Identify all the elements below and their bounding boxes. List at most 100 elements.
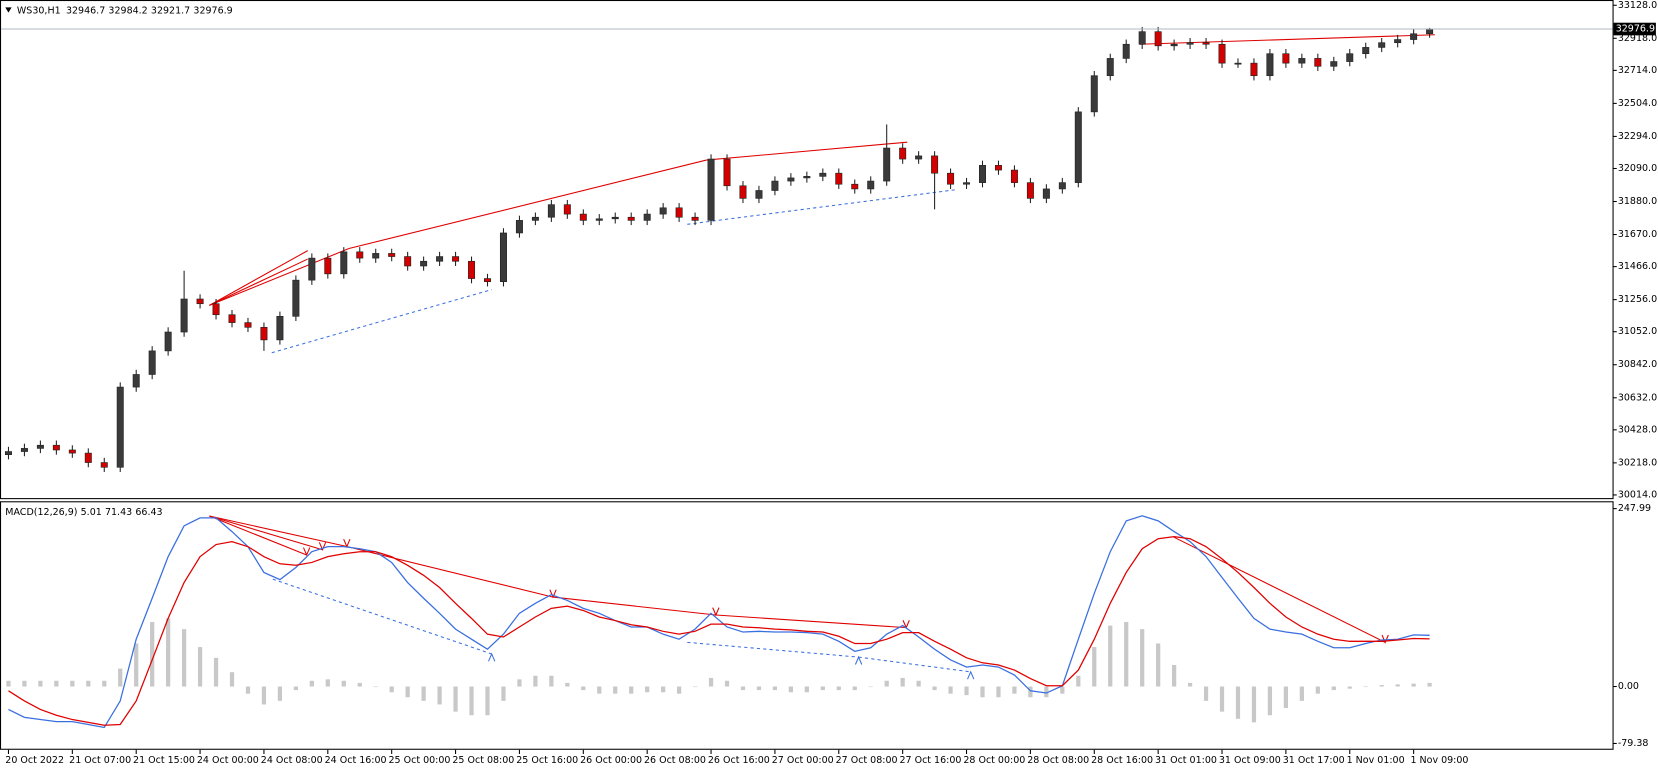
trend-line bbox=[348, 159, 707, 250]
y-tick-label: 31466.0 bbox=[1618, 261, 1657, 272]
x-tick-label: 1 Nov 01:00 bbox=[1347, 755, 1405, 766]
candle-body bbox=[388, 253, 396, 257]
candle-body bbox=[116, 386, 124, 468]
candle-body bbox=[899, 147, 907, 160]
y-tick-label: 247.99 bbox=[1618, 503, 1651, 514]
y-tick-label: 33128.0 bbox=[1618, 0, 1657, 11]
x-tick-label: 1 Nov 09:00 bbox=[1410, 755, 1468, 766]
price-pane bbox=[0, 0, 1614, 500]
histogram-bar bbox=[1363, 686, 1368, 688]
trend-line bbox=[209, 258, 308, 306]
candle-body bbox=[1314, 58, 1322, 67]
candle-body bbox=[84, 452, 92, 463]
signal-value: 66.43 bbox=[135, 506, 162, 517]
y-tick-label: 32714.0 bbox=[1618, 65, 1657, 76]
candle-body bbox=[1202, 42, 1210, 45]
y-tick-label: 30218.0 bbox=[1618, 457, 1657, 468]
y-tick-label: 0.00 bbox=[1618, 681, 1639, 692]
macd-trend-line bbox=[552, 596, 716, 616]
histogram-bar bbox=[1124, 621, 1129, 687]
candle-body bbox=[244, 322, 252, 328]
x-tick-label: 24 Oct 00:00 bbox=[197, 755, 259, 766]
candle-body bbox=[1266, 53, 1274, 77]
histogram-bar bbox=[756, 686, 762, 691]
histogram-bar bbox=[1427, 682, 1432, 687]
candle-body bbox=[276, 315, 284, 341]
x-tick-label: 31 Oct 17:00 bbox=[1283, 755, 1345, 766]
candle-body bbox=[787, 177, 795, 182]
y-tick-label: 30842.0 bbox=[1618, 359, 1657, 370]
candle-body bbox=[1074, 111, 1082, 183]
histogram-bar bbox=[804, 686, 809, 693]
x-tick-label: 27 Oct 08:00 bbox=[836, 755, 898, 766]
candle-body bbox=[1186, 42, 1194, 45]
marks bbox=[4, 26, 1434, 729]
histogram-bar bbox=[1267, 686, 1273, 716]
y-tick-label: 31256.0 bbox=[1618, 294, 1657, 305]
histogram-bar bbox=[708, 677, 714, 687]
candle-body bbox=[1026, 182, 1034, 199]
macd-trend-line bbox=[715, 614, 907, 629]
candle-body bbox=[1154, 31, 1162, 47]
candle-body bbox=[867, 180, 875, 190]
candle-body bbox=[499, 232, 507, 283]
histogram-bar bbox=[1156, 643, 1161, 687]
histogram-bar bbox=[166, 618, 171, 687]
candle-body bbox=[100, 462, 108, 468]
histogram-bar bbox=[261, 686, 267, 705]
menu-icon bbox=[5, 7, 12, 13]
candle-body bbox=[484, 278, 491, 283]
signal-arrows bbox=[488, 652, 975, 680]
candle-body bbox=[979, 165, 986, 183]
histogram-bar bbox=[996, 686, 1001, 698]
histogram-bar bbox=[469, 686, 474, 716]
histogram-bar bbox=[740, 686, 746, 691]
y-tick-label: 31052.0 bbox=[1618, 326, 1657, 337]
candle-body bbox=[228, 314, 236, 323]
candle-body bbox=[963, 182, 971, 185]
histogram-bar bbox=[1060, 686, 1065, 694]
histogram-bar bbox=[900, 677, 905, 687]
macd-trend-line bbox=[209, 515, 323, 551]
candle-body bbox=[579, 213, 587, 221]
histogram-bar bbox=[1028, 686, 1033, 698]
histogram-value: 5.01 bbox=[81, 506, 102, 517]
x-tick-label: 27 Oct 16:00 bbox=[899, 755, 961, 766]
candle-body bbox=[595, 218, 603, 221]
histogram-bar bbox=[692, 686, 698, 688]
candle-body bbox=[1282, 53, 1290, 64]
y-tick-label: 30428.0 bbox=[1618, 424, 1657, 435]
candle-body bbox=[68, 449, 76, 454]
histogram-bar bbox=[629, 686, 634, 694]
candle-body bbox=[436, 256, 444, 262]
macd-value: 71.43 bbox=[105, 506, 132, 517]
trend-line bbox=[687, 189, 958, 225]
histogram-bar bbox=[54, 680, 59, 687]
trend-line bbox=[706, 141, 908, 161]
candle-body bbox=[340, 251, 348, 275]
histogram-bar bbox=[70, 680, 75, 687]
candle-body bbox=[260, 326, 268, 341]
candle-body bbox=[308, 257, 316, 281]
candle-body bbox=[468, 260, 476, 279]
x-tick-label: 27 Oct 00:00 bbox=[772, 755, 834, 766]
histogram-bar bbox=[1187, 682, 1193, 687]
histogram-bar bbox=[980, 686, 985, 698]
candle-body bbox=[1346, 53, 1354, 62]
last-price-box bbox=[1613, 22, 1656, 36]
candle-body bbox=[947, 172, 955, 185]
candle-body bbox=[164, 331, 172, 352]
candle-body bbox=[819, 172, 827, 177]
x-tick-label: 25 Oct 00:00 bbox=[389, 755, 451, 766]
y-tick-label: 32090.0 bbox=[1618, 163, 1657, 174]
candle-body bbox=[148, 350, 156, 375]
x-tick-label: 28 Oct 08:00 bbox=[1027, 755, 1089, 766]
y-tick-label: 32294.0 bbox=[1618, 131, 1657, 142]
histogram-bar bbox=[565, 682, 570, 687]
candle-body bbox=[1298, 58, 1306, 64]
histogram-bar bbox=[293, 686, 298, 691]
candle-body bbox=[643, 213, 651, 221]
candle-body bbox=[515, 220, 523, 234]
